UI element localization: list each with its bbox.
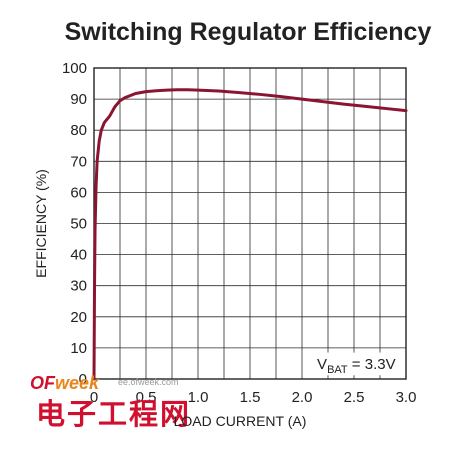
y-tick-label: 90 [70, 91, 87, 108]
watermark-url: ee.ofweek.com [118, 377, 179, 387]
watermark-logo-of: OF [30, 373, 56, 393]
x-tick-label: 0 [90, 389, 98, 406]
y-tick-label: 10 [70, 340, 87, 357]
watermark-logo-week: week [55, 373, 100, 393]
x-tick-label: 1.0 [188, 389, 209, 406]
y-tick-label: 60 [70, 184, 87, 201]
y-tick-label: 20 [70, 309, 87, 326]
y-tick-label: 50 [70, 216, 87, 233]
watermark-chinese: 电子工程网 [36, 397, 191, 431]
x-tick-label: 1.5 [240, 389, 261, 406]
vbat-annotation: VBAT = 3.3V [308, 352, 399, 376]
watermark-logo: OFweek [30, 373, 100, 393]
y-tick-label: 30 [70, 278, 87, 295]
x-tick-label: 2.0 [292, 389, 313, 406]
vbat-main: V [317, 356, 327, 373]
y-tick-label: 70 [70, 153, 87, 170]
watermark: OFweek ee.ofweek.com 电子工程网 [30, 373, 191, 431]
series-layer [92, 88, 408, 381]
x-tick-label: 3.0 [396, 389, 417, 406]
x-tick-label: 2.5 [344, 389, 365, 406]
efficiency-curve [92, 88, 408, 381]
vbat-rest: = 3.3V [348, 356, 396, 373]
y-tick-label: 40 [70, 247, 87, 264]
x-axis-label: LOAD CURRENT (A) [174, 413, 307, 429]
chart-title: Switching Regulator Efficiency [65, 18, 432, 46]
y-axis-label: EFFICIENCY (%) [33, 169, 49, 278]
annotation-background [308, 352, 399, 376]
grid [94, 68, 406, 379]
axis-ticks: 0 0.5 1.0 1.5 2.0 2.5 3.0 0 10 20 30 40 50 60 70 80 90 10… [62, 60, 416, 406]
y-tick-label: 80 [70, 122, 87, 139]
x-tick-label: 0.5 [136, 389, 157, 406]
y-tick-label: 0 [79, 371, 87, 388]
vbat-label: VBAT = 3.3V [317, 356, 396, 376]
y-tick-label: 100 [62, 60, 87, 77]
vbat-sub: BAT [327, 364, 348, 376]
